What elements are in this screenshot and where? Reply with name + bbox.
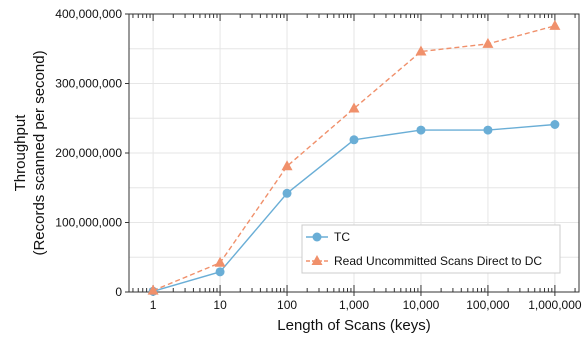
legend-box [301, 224, 561, 274]
legend-marker [311, 255, 323, 265]
data-point [483, 125, 493, 135]
data-point [349, 135, 359, 145]
data-point [482, 37, 494, 48]
x-tick-label: 1 [150, 298, 157, 312]
data-point [147, 284, 159, 295]
series-2 [147, 19, 561, 295]
y-tick-label: 200,000,000 [55, 146, 122, 160]
legend-label: Read Uncommitted Scans Direct to DC [334, 254, 542, 268]
legend-marker [312, 232, 322, 242]
series-layer [147, 19, 561, 296]
y-tick-label: 0 [115, 285, 122, 299]
legend-item-2: Read Uncommitted Scans Direct to DC [306, 254, 542, 268]
x-tick-label: 1,000 [339, 298, 369, 312]
data-point [415, 45, 427, 56]
x-tick-label: 10 [213, 298, 227, 312]
data-point [281, 160, 293, 171]
legend: TC Read Uncommitted Scans Direct to DC [301, 224, 561, 274]
legend-label: TC [334, 230, 350, 244]
x-tick-label: 100 [277, 298, 297, 312]
y-tick-label: 300,000,000 [55, 77, 122, 91]
x-tick-label: 100,000 [466, 298, 510, 312]
data-point [282, 188, 292, 198]
x-axis-title: Length of Scans (keys) [277, 317, 430, 334]
y-axis-title-line-2: (Records scanned per second) [31, 50, 48, 255]
y-axis-title-line-1: Throughput [12, 114, 29, 192]
data-point [214, 256, 226, 267]
data-point [550, 120, 560, 130]
y-tick-label: 400,000,000 [55, 7, 122, 21]
x-tick-label: 1,000,000 [528, 298, 582, 312]
y-axis: 0 100,000,000 200,000,000 300,000,000 400,00… [55, 7, 129, 299]
legend-item-1: TC [306, 230, 350, 244]
x-tick-label: 10,000 [403, 298, 440, 312]
data-point [215, 267, 225, 277]
data-point [416, 125, 426, 135]
data-point [549, 19, 561, 30]
y-tick-label: 100,000,000 [55, 216, 122, 230]
data-point [348, 102, 360, 113]
